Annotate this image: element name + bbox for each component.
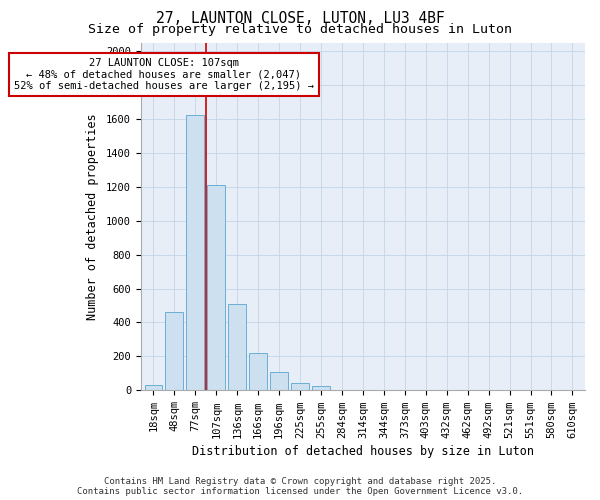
Bar [187, 116, 204, 390]
Bar [291, 382, 309, 390]
Y-axis label: Number of detached properties: Number of detached properties [86, 113, 99, 320]
Bar [145, 385, 163, 390]
Bar [312, 386, 330, 390]
Text: 27, LAUNTON CLOSE, LUTON, LU3 4BF: 27, LAUNTON CLOSE, LUTON, LU3 4BF [155, 11, 445, 26]
Text: Size of property relative to detached houses in Luton: Size of property relative to detached ho… [88, 23, 512, 36]
Bar [270, 372, 288, 390]
Text: Contains HM Land Registry data © Crown copyright and database right 2025.
Contai: Contains HM Land Registry data © Crown c… [77, 476, 523, 496]
Bar [249, 353, 267, 391]
Bar [229, 304, 246, 390]
Text: 27 LAUNTON CLOSE: 107sqm
← 48% of detached houses are smaller (2,047)
52% of sem: 27 LAUNTON CLOSE: 107sqm ← 48% of detach… [14, 58, 314, 91]
Bar [166, 312, 183, 390]
X-axis label: Distribution of detached houses by size in Luton: Distribution of detached houses by size … [192, 444, 534, 458]
Bar [208, 185, 225, 390]
